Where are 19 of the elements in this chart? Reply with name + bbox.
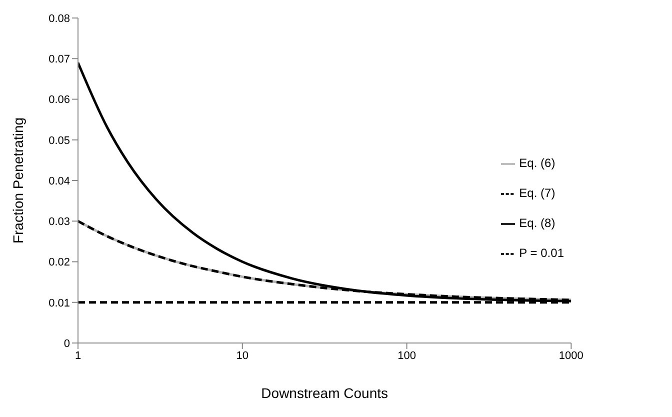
y-tick-label: 0.02 — [48, 256, 70, 269]
y-axis-title: Fraction Penetrating — [10, 117, 26, 244]
y-tick-label: 0.04 — [48, 175, 70, 188]
y-tick-label: 0.08 — [48, 12, 70, 25]
legend-label: P = 0.01 — [519, 246, 564, 260]
x-axis-title: Downstream Counts — [261, 384, 388, 401]
legend-label: Eq. (7) — [519, 186, 556, 200]
y-tick-label: 0.07 — [48, 54, 70, 66]
x-tick-label: 1 — [74, 350, 82, 362]
y-tick-label: 0 — [64, 338, 70, 350]
x-tick-label: 1000 — [558, 350, 584, 362]
y-tick-label: 0.01 — [48, 297, 70, 310]
legend-label: Eq. (6) — [519, 156, 556, 170]
y-tick-label: 0.05 — [48, 134, 70, 147]
legend-label: Eq. (8) — [519, 216, 556, 230]
x-tick-label: 10 — [236, 350, 249, 362]
y-tick-label: 0.06 — [48, 94, 70, 106]
x-tick-label: 100 — [398, 350, 416, 362]
y-tick-label: 0.03 — [48, 216, 70, 228]
